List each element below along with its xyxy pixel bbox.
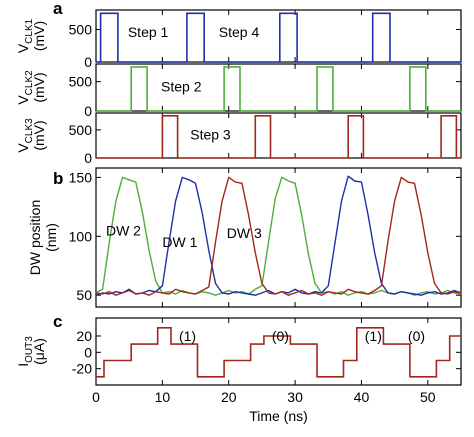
y-axis-unit-2: (mV) — [31, 120, 47, 150]
y-axis-unit-1: (mV) — [31, 72, 47, 102]
y-tick-label-4-2: 20 — [76, 328, 92, 344]
annotation-0-1: Step 4 — [219, 24, 260, 40]
x-tick-label-3: 30 — [287, 389, 303, 405]
y-tick-label-0-1: 500 — [69, 22, 93, 38]
annotation-1-0: Step 2 — [161, 78, 202, 94]
series-line-0 — [96, 12, 461, 63]
series-line-1 — [96, 66, 461, 112]
series-line-3-0 — [95, 176, 462, 296]
annotation-4-2: (1) — [365, 328, 382, 344]
x-tick-label-0: 0 — [92, 389, 100, 405]
panel-frame-4 — [95, 317, 462, 386]
y-tick-label-2-0: 0 — [84, 150, 92, 166]
x-tick-label-2: 20 — [221, 389, 237, 405]
annotation-3-1: DW 1 — [162, 234, 197, 250]
annotation-3-2: DW 3 — [227, 225, 262, 241]
y-tick-label-1-1: 500 — [69, 74, 93, 90]
panel-frame-3 — [95, 167, 462, 308]
annotation-4-3: (0) — [408, 328, 425, 344]
y-axis-label-main-4: IOUT3 — [15, 336, 35, 367]
y-axis-label-1: VCLK2(mV) — [15, 70, 47, 105]
y-tick-label-4-0: -20 — [72, 361, 92, 377]
y-tick-label-0-0: 0 — [84, 54, 92, 70]
x-tick-label-5: 50 — [420, 389, 436, 405]
y-axis-unit-3: (nm) — [43, 223, 59, 252]
y-axis-label-main-1: VCLK2 — [15, 70, 35, 105]
panel-frame-1 — [95, 63, 462, 112]
annotation-0-0: Step 1 — [128, 24, 169, 40]
y-axis-unit-0: (mV) — [31, 21, 47, 51]
y-axis-label-main-2: VCLK3 — [15, 118, 35, 153]
panel-frame-2 — [95, 112, 462, 159]
series-line-3-2 — [95, 176, 462, 296]
y-tick-label-4-1: 0 — [84, 344, 92, 360]
y-axis-label-4: IOUT3(μA) — [15, 336, 47, 367]
annotation-4-1: (0) — [272, 328, 289, 344]
y-tick-label-3-0: 50 — [76, 287, 92, 303]
x-axis-label: Time (ns) — [249, 408, 308, 424]
y-axis-unit-4: (μA) — [31, 338, 47, 365]
y-tick-label-2-1: 500 — [69, 122, 93, 138]
panel-letter-a: a — [53, 0, 63, 18]
panel-letter-c: c — [53, 312, 62, 331]
y-axis-label-2: VCLK3(mV) — [15, 118, 47, 153]
y-axis-label-3: DW position (nm) — [27, 200, 59, 275]
annotation-2-0: Step 3 — [190, 126, 231, 142]
x-tick-label-4: 40 — [354, 389, 370, 405]
y-axis-label-main-0: VCLK1 — [15, 18, 35, 53]
annotation-4-0: (1) — [179, 328, 196, 344]
series-line-3-1 — [95, 175, 462, 296]
panel-letter-b: b — [53, 169, 63, 188]
x-tick-label-1: 10 — [155, 389, 171, 405]
y-tick-label-3-1: 100 — [69, 228, 93, 244]
series-line-4 — [96, 327, 461, 378]
annotation-3-0: DW 2 — [106, 222, 141, 238]
y-axis-label-0: VCLK1(mV) — [15, 18, 47, 53]
y-axis-label-main-3: DW position — [27, 200, 43, 275]
series-line-2 — [96, 115, 461, 159]
y-tick-label-3-2: 150 — [69, 169, 93, 185]
y-tick-label-1-0: 0 — [84, 103, 92, 119]
